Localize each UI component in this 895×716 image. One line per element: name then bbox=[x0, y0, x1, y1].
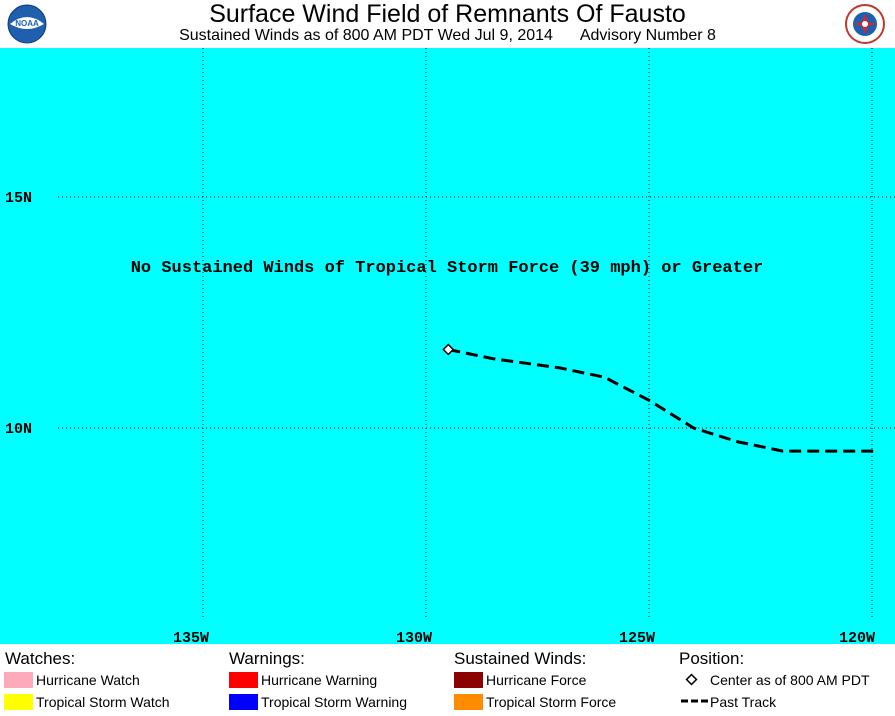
subtitle-advisory: Advisory Number 8 bbox=[579, 27, 716, 44]
tropical-storm-force-swatch bbox=[454, 694, 483, 710]
legend-watches-heading: Watches: bbox=[5, 649, 76, 668]
tropical-storm-warning-label: Tropical Storm Warning bbox=[261, 694, 408, 710]
lat-label-15N: 15N bbox=[5, 190, 32, 207]
hurricane-watch-label: Hurricane Watch bbox=[36, 672, 140, 688]
tropical-storm-force-label: Tropical Storm Force bbox=[486, 694, 617, 710]
hurricane-watch-swatch bbox=[4, 672, 33, 688]
center-diamond-icon bbox=[685, 673, 698, 686]
tropical-storm-warning-swatch bbox=[229, 694, 258, 710]
lon-label-120W: 120W bbox=[839, 630, 875, 644]
center-position-label: Center as of 800 AM PDT bbox=[710, 672, 870, 688]
grid-labels: 15N 10N 135W 130W 125W 120W bbox=[5, 190, 875, 644]
no-ts-winds-message: No Sustained Winds of Tropical Storm For… bbox=[131, 259, 764, 278]
past-track-line bbox=[447, 348, 877, 453]
storm-center-diamond bbox=[442, 343, 455, 356]
lon-label-135W: 135W bbox=[173, 630, 209, 644]
lat-lon-grid bbox=[58, 48, 895, 620]
hurricane-force-swatch bbox=[454, 672, 483, 688]
map-title: Surface Wind Field of Remnants Of Fausto bbox=[209, 0, 686, 28]
hurricane-warning-swatch bbox=[229, 672, 258, 688]
tropical-storm-watch-label: Tropical Storm Watch bbox=[36, 694, 170, 710]
tropical-storm-watch-swatch bbox=[4, 694, 33, 710]
lon-label-125W: 125W bbox=[619, 630, 655, 644]
legend-winds-heading: Sustained Winds: bbox=[454, 649, 587, 668]
legend-warnings-heading: Warnings: bbox=[229, 649, 305, 668]
lon-label-130W: 130W bbox=[396, 630, 432, 644]
nws-logo bbox=[845, 4, 885, 44]
past-track-icon bbox=[681, 699, 709, 703]
past-track-label: Past Track bbox=[710, 694, 777, 710]
noaa-logo: NOAA bbox=[7, 4, 47, 44]
hurricane-force-label: Hurricane Force bbox=[486, 672, 587, 688]
legend-position-heading: Position: bbox=[679, 649, 745, 668]
subtitle-time: Sustained Winds as of 800 AM PDT Wed Jul… bbox=[179, 27, 553, 44]
hurricane-warning-label: Hurricane Warning bbox=[261, 672, 378, 688]
svg-text:NOAA: NOAA bbox=[15, 19, 39, 28]
wind-field-map: 15N 10N 135W 130W 125W 120W No Sustained Wind… bbox=[0, 48, 895, 644]
map-subtitle: Sustained Winds as of 800 AM PDT Wed Jul… bbox=[0, 26, 895, 45]
lat-label-10N: 10N bbox=[5, 421, 32, 438]
